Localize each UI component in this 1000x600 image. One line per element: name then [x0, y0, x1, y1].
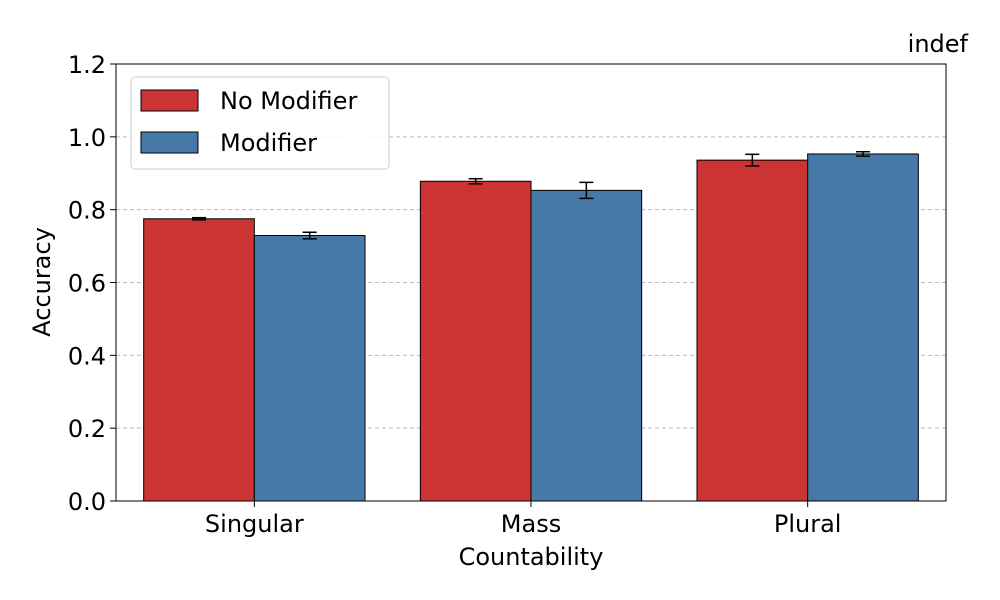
x-axis-label: Countability — [459, 543, 604, 571]
x-tick-label: Singular — [205, 510, 304, 538]
y-tick-label: 0.2 — [68, 415, 106, 443]
y-axis-label: Accuracy — [28, 227, 56, 337]
bar — [143, 218, 255, 502]
bar — [807, 153, 919, 502]
legend: No Modifier Modifier — [130, 76, 390, 170]
y-axis-ticks: 0.0 0.2 0.4 0.6 0.8 1.0 1.2 — [68, 51, 116, 516]
legend-swatch-modifier — [140, 131, 199, 154]
x-tick-label: Mass — [501, 510, 561, 538]
legend-label-modifier: Modifier — [220, 129, 317, 157]
x-axis-ticks: Singular Mass Plural — [205, 501, 842, 538]
bar — [419, 180, 532, 502]
legend-swatch-no-modifier — [140, 89, 199, 112]
y-tick-label: 0.8 — [68, 197, 106, 225]
y-tick-label: 0.0 — [68, 488, 106, 516]
y-tick-label: 0.4 — [68, 342, 106, 370]
bar — [696, 159, 809, 502]
error-bars — [192, 151, 870, 240]
bar — [530, 189, 643, 502]
bar — [253, 235, 366, 502]
y-tick-label: 0.6 — [68, 270, 106, 298]
y-tick-label: 1.0 — [68, 124, 106, 152]
y-tick-label: 1.2 — [68, 51, 106, 79]
chart-title: indef — [908, 30, 969, 58]
legend-label-no-modifier: No Modifier — [220, 87, 357, 115]
bars — [143, 153, 919, 502]
x-tick-label: Plural — [774, 510, 842, 538]
